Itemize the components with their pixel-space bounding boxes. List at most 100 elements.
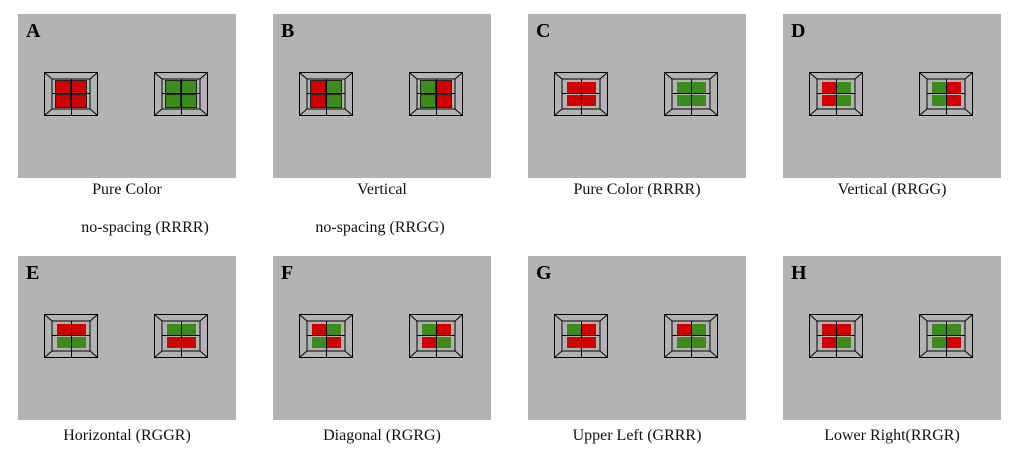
- subpixel-green: [437, 337, 451, 348]
- subpixel-green: [165, 94, 181, 108]
- subpixel-red: [677, 324, 691, 335]
- panel-caption: no-spacing (RRRR): [81, 219, 209, 236]
- subpixel-red: [310, 80, 326, 94]
- subpixel-red: [822, 95, 836, 106]
- subpixel-red: [312, 324, 326, 335]
- panel-caption: Pure Color: [92, 181, 162, 198]
- subpixel-green: [422, 324, 436, 335]
- divider-vertical: [436, 321, 437, 357]
- panel-caption: Vertical: [357, 181, 407, 198]
- subpixel-red: [71, 94, 87, 108]
- divider-vertical: [836, 79, 837, 115]
- panel-letter: F: [281, 262, 294, 284]
- pixel-box: [554, 72, 608, 116]
- pixel-box: [154, 72, 208, 116]
- panel-caption: Vertical (RRGG): [837, 181, 947, 198]
- panel-caption: Pure Color (RRRR): [573, 181, 701, 198]
- subpixel-red: [582, 337, 596, 348]
- divider-horizontal: [817, 335, 855, 336]
- divider-horizontal: [162, 93, 200, 94]
- pixel-box: [664, 314, 718, 358]
- subpixel-red: [436, 94, 452, 108]
- subpixel-green: [327, 324, 341, 335]
- subpixel-green: [837, 95, 851, 106]
- divider-vertical: [836, 321, 837, 357]
- subpixel-green: [420, 80, 436, 94]
- subpixel-red: [55, 94, 71, 108]
- panel-d: D: [783, 14, 1001, 178]
- pixel-box: [154, 314, 208, 358]
- divider-vertical: [691, 79, 692, 115]
- subpixel-red: [71, 80, 87, 94]
- divider-horizontal: [672, 93, 710, 94]
- divider-horizontal: [307, 335, 345, 336]
- subpixel-red: [947, 337, 961, 348]
- divider-horizontal: [417, 93, 455, 94]
- divider-horizontal: [52, 335, 90, 336]
- divider-horizontal: [927, 335, 965, 336]
- subpixel-red: [436, 80, 452, 94]
- subpixel-green: [677, 337, 691, 348]
- divider-horizontal: [672, 335, 710, 336]
- divider-vertical: [181, 79, 182, 115]
- subpixel-green: [837, 337, 851, 348]
- divider-vertical: [326, 79, 327, 115]
- pixel-box: [299, 314, 353, 358]
- panel-letter: G: [536, 262, 552, 284]
- subpixel-green: [677, 82, 691, 93]
- subpixel-green: [692, 337, 706, 348]
- divider-horizontal: [927, 93, 965, 94]
- subpixel-red: [947, 95, 961, 106]
- divider-vertical: [946, 321, 947, 357]
- subpixel-green: [165, 80, 181, 94]
- subpixel-green: [692, 324, 706, 335]
- divider-horizontal: [307, 93, 345, 94]
- divider-vertical: [71, 321, 72, 357]
- subpixel-red: [822, 324, 836, 335]
- panel-c: C: [528, 14, 746, 178]
- pixel-box: [409, 314, 463, 358]
- subpixel-green: [326, 80, 342, 94]
- pixel-box: [299, 72, 353, 116]
- subpixel-red: [582, 95, 596, 106]
- subpixel-red: [167, 337, 181, 348]
- pixel-box: [919, 314, 973, 358]
- panel-caption: Lower Right(RRGR): [824, 427, 960, 444]
- divider-horizontal: [562, 93, 600, 94]
- divider-horizontal: [817, 93, 855, 94]
- pixel-box: [809, 72, 863, 116]
- pixel-box: [44, 314, 98, 358]
- subpixel-green: [182, 324, 196, 335]
- subpixel-green: [57, 337, 71, 348]
- subpixel-green: [420, 94, 436, 108]
- divider-horizontal: [52, 93, 90, 94]
- pixel-box: [664, 72, 718, 116]
- divider-vertical: [181, 321, 182, 357]
- subpixel-red: [437, 324, 451, 335]
- subpixel-red: [310, 94, 326, 108]
- subpixel-green: [567, 324, 581, 335]
- panel-caption: Diagonal (RGRG): [323, 427, 441, 444]
- subpixel-red: [327, 337, 341, 348]
- divider-vertical: [691, 321, 692, 357]
- divider-vertical: [581, 79, 582, 115]
- subpixel-red: [822, 337, 836, 348]
- pixel-box: [409, 72, 463, 116]
- panel-h: H: [783, 256, 1001, 420]
- pixel-box: [44, 72, 98, 116]
- panel-letter: H: [791, 262, 807, 284]
- pixel-box: [554, 314, 608, 358]
- divider-horizontal: [162, 335, 200, 336]
- subpixel-green: [932, 82, 946, 93]
- subpixel-red: [182, 337, 196, 348]
- divider-horizontal: [562, 335, 600, 336]
- subpixel-red: [947, 82, 961, 93]
- panel-letter: B: [281, 20, 295, 42]
- subpixel-red: [822, 82, 836, 93]
- divider-vertical: [946, 79, 947, 115]
- subpixel-red: [422, 337, 436, 348]
- divider-vertical: [326, 321, 327, 357]
- subpixel-red: [72, 324, 86, 335]
- subpixel-green: [181, 80, 197, 94]
- panel-letter: A: [26, 20, 41, 42]
